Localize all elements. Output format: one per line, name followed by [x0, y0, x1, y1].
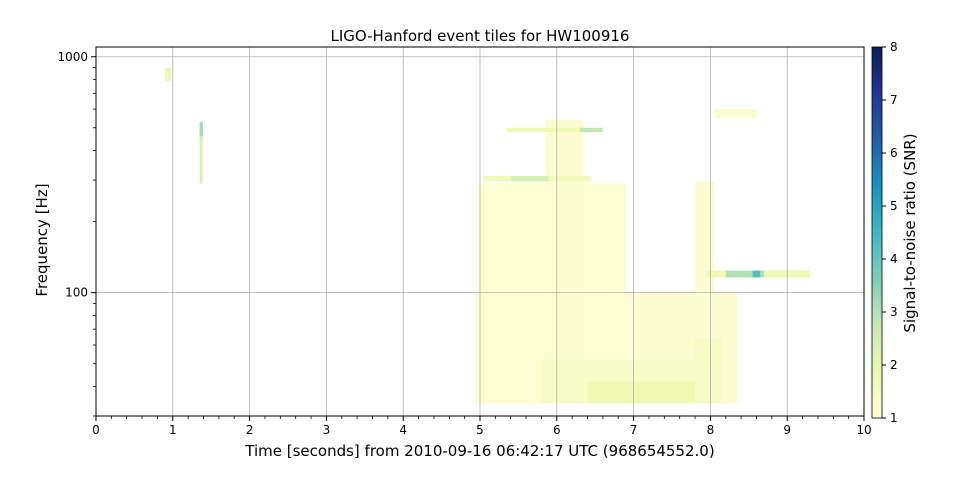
- x-tick-label: 7: [630, 423, 638, 437]
- x-tick-label: 4: [399, 423, 407, 437]
- x-tick-label: 3: [323, 423, 331, 437]
- event-tiles: [165, 67, 811, 404]
- x-tick-label: 6: [553, 423, 561, 437]
- x-tick-label: 9: [783, 423, 791, 437]
- colorbar: [871, 46, 883, 419]
- event-tile: [165, 67, 172, 81]
- colorbar-tick-label: 4: [890, 252, 898, 266]
- event-tile: [587, 381, 695, 404]
- colorbar-tick-label: 2: [890, 358, 898, 372]
- colorbar-tick-label: 7: [890, 93, 898, 107]
- colorbar-label: Signal-to-noise ratio (SNR): [901, 133, 919, 332]
- colorbar-tick-label: 6: [890, 146, 898, 160]
- event-tile: [506, 127, 603, 132]
- x-tick-label: 1: [169, 423, 177, 437]
- y-axis: 100 1000: [57, 50, 96, 417]
- x-tick-label: 5: [476, 423, 484, 437]
- y-axis-label: Frequency [Hz]: [33, 183, 51, 296]
- colorbar-tick-label: 8: [890, 40, 898, 54]
- event-tile: [199, 121, 203, 137]
- colorbar-axis: 1 2 3 4 5 6 7 8: [882, 40, 898, 425]
- y-tick-label: 1000: [57, 50, 88, 64]
- grid-lines: [95, 47, 865, 416]
- x-axis-label: Time [seconds] from 2010-09-16 06:42:17 …: [244, 442, 714, 460]
- chart-title: LIGO-Hanford event tiles for HW100916: [331, 27, 630, 45]
- event-tile: [579, 127, 603, 132]
- event-tile: [752, 270, 761, 278]
- y-tick-label: 100: [65, 286, 88, 300]
- x-tick-label: 0: [92, 423, 100, 437]
- event-tile: [725, 270, 765, 278]
- event-tile: [199, 121, 203, 184]
- x-tick-label: 2: [246, 423, 254, 437]
- x-axis: 0 1 2 3 4 5 6 7 8 9 10: [92, 416, 872, 437]
- event-tile: [714, 109, 757, 118]
- colorbar-tick-label: 1: [890, 411, 898, 425]
- x-tick-label: 10: [856, 423, 871, 437]
- x-tick-label: 8: [707, 423, 715, 437]
- colorbar-tick-label: 3: [890, 305, 898, 319]
- event-tile: [695, 338, 722, 364]
- colorbar-tick-label: 5: [890, 199, 898, 213]
- event-tile: [545, 119, 584, 404]
- event-tile: [510, 176, 550, 182]
